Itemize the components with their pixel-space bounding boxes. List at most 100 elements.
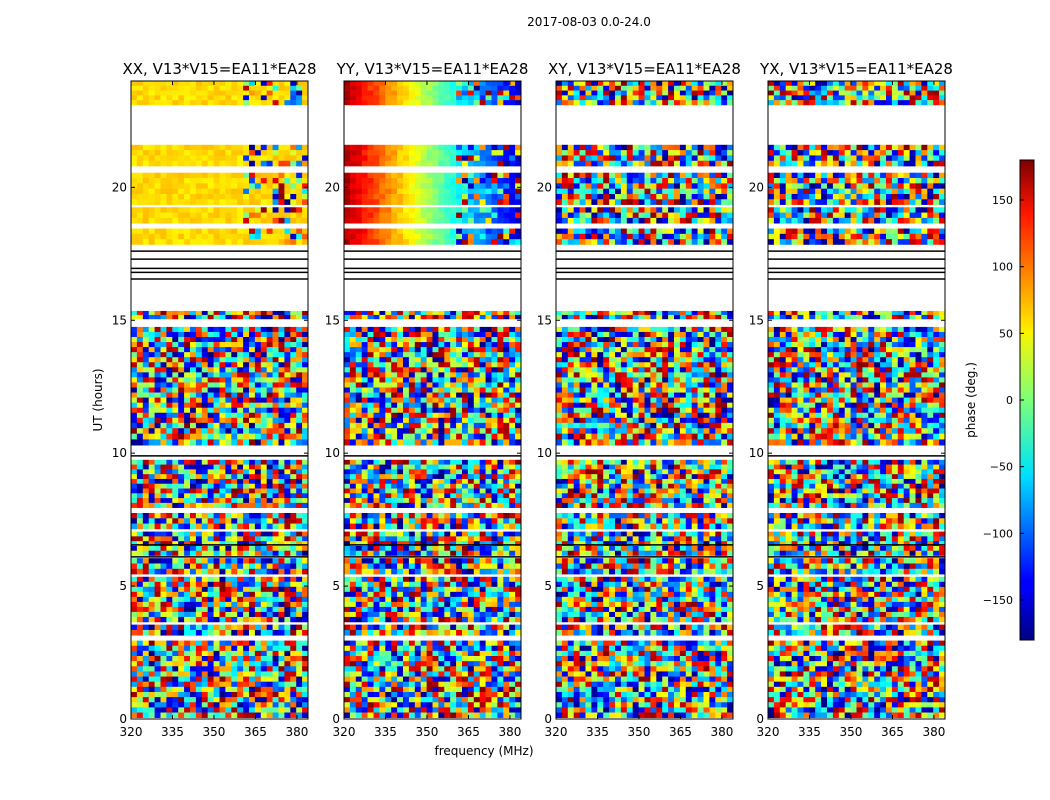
heatmap-cell bbox=[284, 337, 291, 343]
heatmap-cell bbox=[420, 397, 427, 403]
heatmap-cell bbox=[249, 357, 256, 363]
heatmap-cell bbox=[485, 417, 492, 424]
heatmap-cell bbox=[361, 483, 368, 489]
heatmap-cell bbox=[284, 144, 291, 151]
heatmap-cell bbox=[219, 352, 226, 358]
heatmap-cell bbox=[385, 367, 392, 373]
heatmap-cell bbox=[201, 183, 208, 189]
heatmap-cell bbox=[249, 576, 256, 583]
heatmap-cell bbox=[142, 150, 149, 156]
heatmap-cell bbox=[385, 459, 392, 465]
heatmap-cell bbox=[154, 536, 161, 542]
heatmap-cell bbox=[178, 331, 185, 338]
heatmap-cell bbox=[467, 372, 475, 378]
heatmap-cell bbox=[195, 433, 203, 440]
heatmap-cell bbox=[284, 611, 291, 618]
heatmap-cell bbox=[284, 387, 291, 393]
heatmap-cell bbox=[160, 183, 167, 189]
heatmap-cell bbox=[403, 347, 410, 353]
heatmap-cell bbox=[432, 661, 439, 667]
heatmap-cell bbox=[136, 422, 144, 429]
heatmap-cell bbox=[391, 474, 398, 480]
heatmap-cell bbox=[479, 691, 486, 698]
heatmap-cell bbox=[420, 427, 427, 434]
heatmap-cell bbox=[391, 483, 398, 489]
heatmap-cell bbox=[397, 310, 404, 316]
heatmap-cell bbox=[201, 326, 208, 333]
heatmap-cell bbox=[302, 407, 309, 414]
heatmap-cell bbox=[231, 362, 238, 368]
heatmap-cell bbox=[142, 412, 149, 419]
heatmap-cell bbox=[290, 397, 297, 403]
heatmap-cell bbox=[160, 464, 167, 470]
heatmap-cell bbox=[254, 469, 262, 475]
heatmap-cell bbox=[184, 362, 191, 368]
heatmap-cell bbox=[178, 545, 185, 552]
heatmap-cell bbox=[438, 691, 445, 698]
heatmap-cell bbox=[207, 342, 214, 348]
heatmap-cell bbox=[278, 681, 285, 688]
heatmap-cell bbox=[367, 498, 374, 504]
heatmap-cell bbox=[207, 676, 214, 682]
heatmap-cell bbox=[479, 469, 486, 475]
heatmap-cell bbox=[485, 645, 492, 652]
heatmap-cell bbox=[190, 541, 197, 547]
heatmap-cell bbox=[479, 586, 486, 593]
heatmap-cell bbox=[166, 545, 173, 552]
heatmap-cell bbox=[450, 576, 457, 583]
heatmap-cell bbox=[266, 563, 273, 570]
heatmap-cell bbox=[184, 150, 191, 156]
heatmap-cell bbox=[136, 172, 144, 179]
heatmap-cell bbox=[231, 433, 238, 440]
heatmap-cell bbox=[160, 493, 167, 499]
heatmap-cell bbox=[190, 412, 197, 419]
heatmap-cell bbox=[272, 591, 279, 598]
heatmap-cell bbox=[243, 541, 250, 547]
heatmap-cell bbox=[190, 656, 197, 662]
heatmap-cell bbox=[450, 498, 457, 504]
heatmap-cell bbox=[361, 362, 368, 368]
heatmap-cell bbox=[497, 671, 504, 677]
heatmap-cell bbox=[184, 228, 191, 235]
heatmap-cell bbox=[467, 629, 475, 636]
heatmap-cell bbox=[290, 85, 297, 91]
heatmap-cell bbox=[142, 545, 149, 552]
heatmap-cell bbox=[373, 640, 380, 647]
heatmap-cell bbox=[290, 172, 297, 179]
heatmap-cell bbox=[260, 586, 267, 593]
heatmap-cell bbox=[213, 707, 220, 713]
heatmap-cell bbox=[503, 512, 510, 519]
heatmap-cell bbox=[131, 212, 138, 219]
heatmap-cell bbox=[201, 702, 208, 708]
heatmap-cell bbox=[426, 531, 433, 537]
heatmap-cell bbox=[497, 483, 504, 489]
heatmap-cell bbox=[503, 362, 510, 368]
heatmap-cell bbox=[219, 656, 226, 662]
heatmap-cell bbox=[136, 100, 144, 106]
heatmap-cell bbox=[349, 629, 357, 636]
heatmap-cell bbox=[467, 568, 475, 575]
heatmap-cell bbox=[219, 459, 226, 465]
heatmap-cell bbox=[278, 581, 285, 588]
heatmap-cell bbox=[420, 439, 427, 446]
heatmap-cell bbox=[296, 310, 303, 316]
heatmap-cell bbox=[249, 387, 256, 393]
heatmap-cell bbox=[373, 337, 380, 343]
heatmap-cell bbox=[260, 536, 267, 542]
heatmap-cell bbox=[432, 331, 439, 338]
heatmap-cell bbox=[213, 601, 220, 608]
heatmap-cell bbox=[515, 550, 522, 556]
heatmap-cell bbox=[278, 326, 285, 333]
heatmap-cell bbox=[213, 686, 220, 693]
heatmap-cell bbox=[254, 367, 262, 373]
heatmap-cell bbox=[296, 372, 303, 378]
heatmap-cell bbox=[479, 661, 486, 667]
heatmap-cell bbox=[172, 488, 179, 494]
heatmap-cell bbox=[142, 629, 149, 636]
heatmap-cell bbox=[373, 331, 380, 338]
heatmap-cell bbox=[260, 596, 267, 603]
heatmap-cell bbox=[178, 581, 185, 588]
heatmap-cell bbox=[296, 545, 303, 552]
heatmap-cell bbox=[391, 331, 398, 338]
heatmap-cell bbox=[438, 591, 445, 598]
